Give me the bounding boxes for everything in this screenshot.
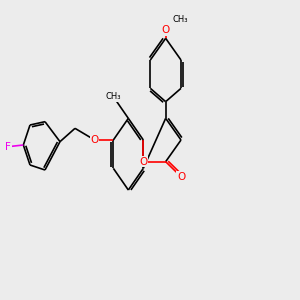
Text: O: O [177,172,185,182]
Text: O: O [91,135,99,145]
Text: CH₃: CH₃ [106,92,121,101]
Text: O: O [161,25,170,35]
Text: O: O [139,157,148,167]
Text: CH₃: CH₃ [172,14,188,23]
Text: F: F [5,142,11,152]
